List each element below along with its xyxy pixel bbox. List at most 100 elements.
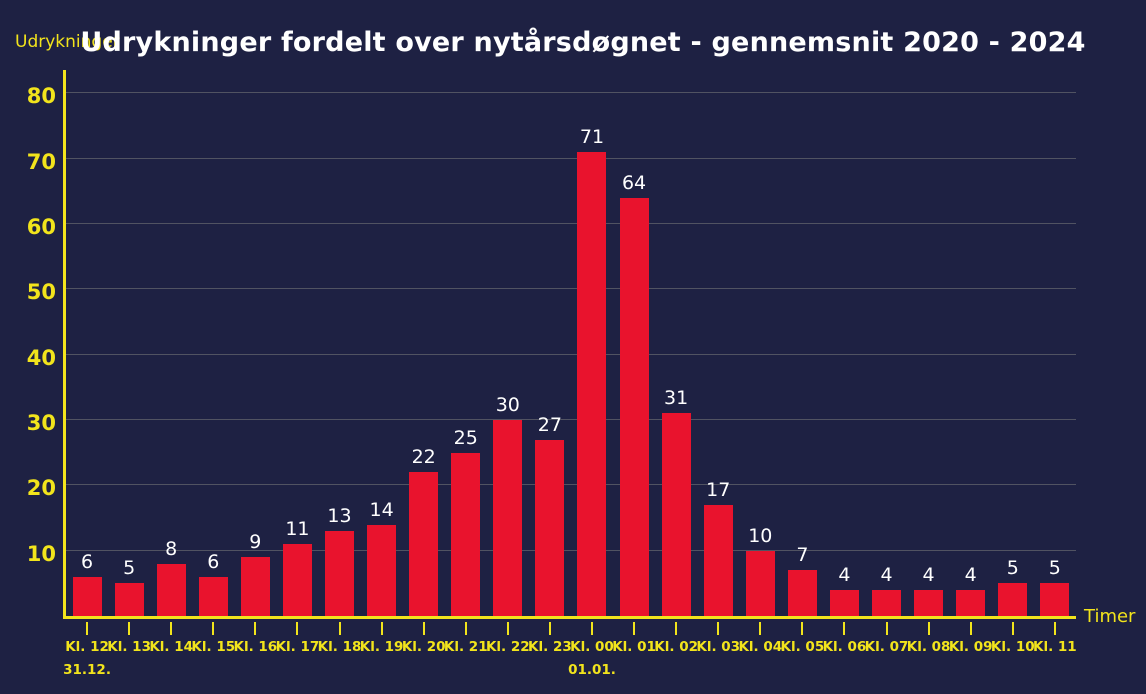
x-axis-labels: Kl. 12 31.12. Kl. 13 Kl. 14 Kl. 15 Kl. 16 Kl. … xyxy=(63,622,1077,678)
y-tick-label-20: 20 xyxy=(26,476,56,501)
x-tick-label: Kl. 21 xyxy=(443,639,488,655)
y-tick-label-60: 60 xyxy=(26,214,56,239)
gridline-80 xyxy=(66,92,1076,94)
bar xyxy=(998,583,1028,616)
gridline-40 xyxy=(66,353,1076,355)
bar-value-label: 6 xyxy=(80,550,94,573)
bar-column-kl06: 4 xyxy=(823,70,865,616)
bar-value-label: 4 xyxy=(964,563,977,586)
x-axis-column: Kl. 00 01.01. xyxy=(568,622,616,678)
x-tick xyxy=(548,622,551,635)
x-tick-label: Kl. 03 xyxy=(696,639,741,655)
bars-container: 6 5 8 6 9 11 13 14 22 25 30 27 71 64 31 17 10 7 4 4 4 4 5 5 xyxy=(66,70,1076,616)
x-tick-label: Kl. 12 xyxy=(65,639,109,655)
x-axis-column: Kl. 05 xyxy=(781,622,824,678)
bar-value-label: 27 xyxy=(537,413,562,436)
bar-column-kl01: 64 xyxy=(613,70,655,616)
x-tick-label: Kl. 07 xyxy=(864,639,909,655)
bar xyxy=(914,589,944,616)
x-tick-label: Kl. 02 xyxy=(654,639,698,655)
x-tick-label: Kl. 09 xyxy=(948,639,993,655)
bar-value-label: 13 xyxy=(327,505,352,528)
bar xyxy=(282,544,312,616)
x-axis-column: Kl. 18 xyxy=(317,622,362,678)
bar xyxy=(367,524,397,616)
x-tick xyxy=(590,622,593,635)
bar-value-label: 11 xyxy=(285,518,310,541)
y-tick-label-30: 30 xyxy=(26,410,56,435)
x-tick xyxy=(969,622,972,635)
x-axis-column: Kl. 21 xyxy=(443,622,488,678)
x-tick-label: Kl. 13 xyxy=(107,639,151,655)
x-axis-column: Kl. 20 xyxy=(402,622,446,678)
x-tick-label: Kl. 14 xyxy=(149,639,194,655)
bar xyxy=(409,472,439,616)
bar xyxy=(745,550,775,616)
bar-column-kl17: 11 xyxy=(276,70,318,616)
x-tick-label: Kl. 04 xyxy=(738,639,783,655)
bar xyxy=(956,589,986,616)
x-tick-label: Kl. 00 xyxy=(570,639,614,655)
bar xyxy=(577,151,607,616)
bar xyxy=(72,576,102,616)
x-tick xyxy=(633,622,636,635)
x-tick xyxy=(1053,622,1056,635)
bar-value-label: 4 xyxy=(922,563,935,586)
bar-column-kl10: 5 xyxy=(992,70,1034,616)
bar xyxy=(493,419,523,616)
bar xyxy=(1040,583,1070,616)
bar xyxy=(829,589,859,616)
bar-value-label: 10 xyxy=(748,524,773,547)
x-tick xyxy=(675,622,678,635)
x-tick-label: Kl. 18 xyxy=(317,639,362,655)
bar-value-label: 30 xyxy=(495,393,520,416)
bar-column-kl16: 9 xyxy=(234,70,276,616)
bar xyxy=(535,439,565,616)
bar-value-label: 4 xyxy=(838,563,851,586)
plot-area: 6 5 8 6 9 11 13 14 22 25 30 27 71 64 31 17 10 7 4 4 4 4 5 5 xyxy=(63,70,1076,619)
x-tick-label: Kl. 16 xyxy=(233,639,278,655)
x-tick xyxy=(717,622,720,635)
x-axis-column: Kl. 14 xyxy=(149,622,194,678)
x-axis-column: Kl. 17 xyxy=(276,622,319,678)
x-date-label: 01.01. xyxy=(568,662,616,678)
bar xyxy=(240,557,270,616)
bar xyxy=(787,570,817,616)
x-axis-column: Kl. 23 xyxy=(528,622,572,678)
x-axis-column: Kl. 10 xyxy=(991,622,1035,678)
x-axis-column: Kl. 08 xyxy=(906,622,951,678)
bar xyxy=(114,583,144,616)
x-tick xyxy=(170,622,173,635)
x-axis-column: Kl. 13 xyxy=(107,622,151,678)
bar xyxy=(619,197,649,616)
bar-value-label: 7 xyxy=(796,544,809,567)
x-axis-column: Kl. 15 xyxy=(191,622,235,678)
gridline-70 xyxy=(66,157,1076,159)
gridline-20 xyxy=(66,484,1076,486)
bar-column-kl21: 25 xyxy=(445,70,487,616)
bar xyxy=(451,452,481,616)
x-tick xyxy=(296,622,299,635)
bar-value-label: 9 xyxy=(249,531,262,554)
x-axis-column: Kl. 09 xyxy=(948,622,993,678)
bar xyxy=(872,589,902,616)
bar-value-label: 64 xyxy=(621,171,647,194)
x-tick xyxy=(338,622,341,635)
y-tick-label-40: 40 xyxy=(26,345,56,370)
bar-value-label: 22 xyxy=(411,446,436,469)
x-tick-label: Kl. 06 xyxy=(822,639,867,655)
bar-column-kl12: 6 xyxy=(66,70,108,616)
bar-value-label: 71 xyxy=(579,125,605,148)
bar xyxy=(661,413,691,616)
bar-column-kl09: 4 xyxy=(950,70,992,616)
bar xyxy=(325,531,354,616)
x-axis-column: Kl. 12 31.12. xyxy=(63,622,111,678)
x-tick-label: Kl. 01 xyxy=(612,639,656,655)
y-tick-label-10: 10 xyxy=(26,541,56,566)
x-tick xyxy=(885,622,888,635)
bar-column-kl14: 8 xyxy=(150,70,192,616)
x-tick-label: Kl. 08 xyxy=(906,639,951,655)
y-tick-label-50: 50 xyxy=(26,280,56,305)
bar-value-label: 5 xyxy=(1006,557,1019,580)
bar-column-kl20: 22 xyxy=(403,70,445,616)
